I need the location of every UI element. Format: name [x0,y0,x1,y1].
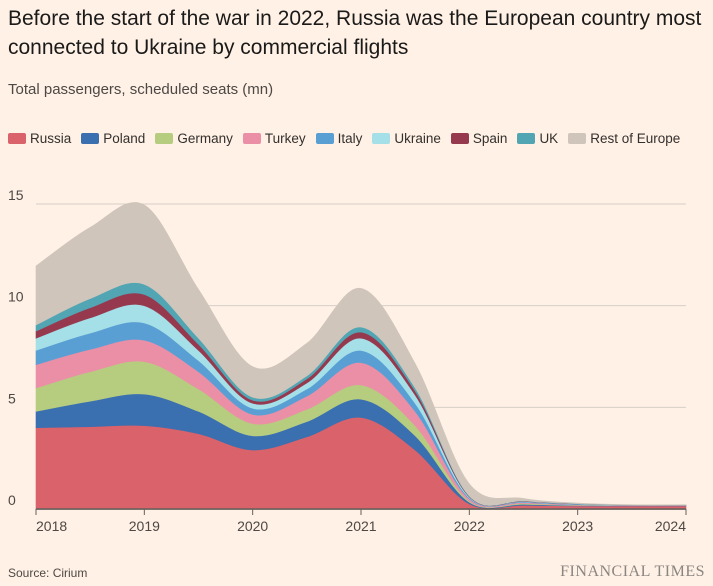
legend-swatch [315,133,334,144]
x-tick-label: 2023 [562,518,593,534]
x-tick-label: 2022 [454,518,485,534]
legend-item: Rest of Europe [568,131,680,146]
chart-legend: Russia Poland Germany Turkey Italy Ukraine Spa… [8,131,690,146]
y-tick-label: 0 [8,492,16,508]
legend-label: Rest of Europe [590,131,681,146]
legend-label: Spain [472,131,508,146]
y-tick-label: 15 [8,187,24,203]
legend-label: Turkey [264,131,306,146]
y-tick-label: 10 [8,289,24,305]
legend-swatch [372,133,391,144]
legend-swatch [155,133,174,144]
legend-label: UK [539,131,559,146]
legend-label: Poland [103,131,146,146]
brand-logo: FINANCIAL TIMES [560,563,705,580]
legend-item: Spain [450,131,508,146]
legend-swatch [8,133,26,144]
y-tick-label: 5 [8,390,16,406]
chart-subtitle: Total passengers, scheduled seats (mn) [8,81,274,98]
legend-label: Germany [177,131,233,146]
legend-item: UK [517,131,558,146]
area-series-rest-of-europe [35,202,687,506]
legend-item: Poland [81,131,145,146]
x-tick-label: 2020 [237,518,268,534]
legend-item: Italy [315,131,363,146]
x-tick-label: 2024 [655,518,686,534]
chart-title: Before the start of the war in 2022, Rus… [8,7,702,59]
legend-swatch [450,133,469,144]
legend-label: Italy [337,131,363,146]
legend-label: Russia [30,131,72,146]
legend-swatch [568,133,587,144]
x-tick-label: 2021 [345,518,376,534]
legend-swatch [242,133,261,144]
x-tick-label: 2019 [129,518,160,534]
stacked-area-chart: 0 5 10 15 2018 2019 2020 2021 2022 2023 2024 [8,187,687,534]
legend-item: Germany [155,131,233,146]
legend-item: Turkey [242,131,306,146]
legend-item: Ukraine [372,131,441,146]
legend-item: Russia [8,131,71,146]
legend-swatch [81,133,100,144]
area-series-russia [35,417,687,510]
legend-label: Ukraine [394,131,441,146]
x-tick-label: 2018 [36,518,67,534]
legend-swatch [517,133,536,144]
source-note: Source: Cirium [8,566,88,580]
